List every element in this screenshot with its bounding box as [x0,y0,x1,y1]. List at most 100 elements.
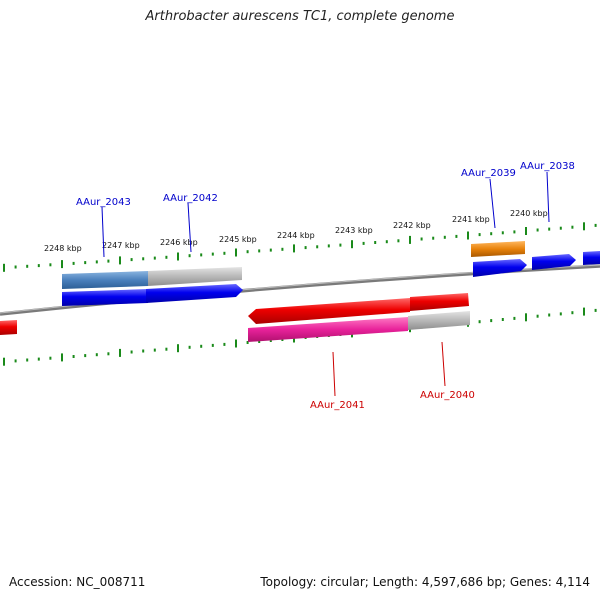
outer-ring-minor-tick [559,226,562,230]
scale-label-2243: 2243 kbp [335,226,373,235]
inner-ring-minor-tick [130,350,133,354]
gene-aaur-2042-arrow[interactable] [146,284,243,303]
feature-block-steel[interactable] [62,271,148,289]
feature-block-orange[interactable] [471,241,525,257]
gene-labels: AAur_2043 AAur_2042 AAur_2039 AAur_2038 … [76,161,575,411]
scale-label-2240: 2240 kbp [510,209,548,218]
inner-ring-minor-tick [107,352,110,356]
outer-ring-minor-tick [513,230,516,234]
feature-block-grey[interactable] [148,267,242,286]
inner-ring-minor-tick [269,339,272,342]
outer-ring-minor-tick [594,223,597,227]
outer-ring-minor-tick [165,255,168,259]
genome-summary-text: Topology: circular; Length: 4,597,686 bp… [260,575,590,589]
inner-ring-minor-tick [153,348,156,352]
accession-text: Accession: NC_008711 [9,575,146,589]
inner-ring-minor-tick [188,345,191,349]
gene-aaur-2043-arrow[interactable] [62,289,148,306]
inner-ring-minor-tick [246,341,249,344]
scale-label-2244: 2244 kbp [277,231,315,240]
label-aaur-2043[interactable]: AAur_2043 [76,197,131,208]
feature-block-pink[interactable] [248,317,408,342]
outer-ring-minor-tick [49,263,52,267]
leader-aaur-2039 [489,178,496,229]
leader-aaur-2042 [187,202,192,253]
feature-block-grey-reverse[interactable] [408,311,470,330]
gene-aaur-2041-arrow[interactable] [248,298,410,324]
outer-ring-minor-tick [258,249,261,253]
outer-ring-minor-tick [327,244,330,248]
outer-ring-major-tick [3,263,5,272]
inner-ring-minor-tick [490,319,493,323]
inner-ring-major-tick [119,348,121,357]
outer-ring-minor-tick [548,227,551,231]
inner-ring-minor-tick [559,312,562,316]
gene-aaur-2040-arrow[interactable] [410,293,469,311]
label-aaur-2041[interactable]: AAur_2041 [310,400,365,411]
outer-ring-minor-tick [397,239,400,243]
outer-ring-minor-tick [362,241,365,245]
outer-ring-major-tick [235,248,237,257]
inner-ring-minor-tick [478,320,481,324]
inner-ring-minor-tick [37,357,40,361]
scale-label-2241: 2241 kbp [452,215,490,224]
outer-ring-major-tick [177,252,179,261]
figure-title: Arthrobacter aurescens TC1, complete gen… [145,9,455,24]
outer-ring-minor-tick [571,225,574,229]
outer-ring-minor-tick [501,231,504,235]
outer-ring-major-tick [583,222,585,231]
outer-ring-major-tick [61,260,63,269]
inner-ring-minor-tick [258,340,261,343]
inner-ring-minor-tick [95,353,98,357]
inner-ring-major-tick [235,339,237,348]
label-aaur-2040[interactable]: AAur_2040 [420,390,475,401]
scale-label-2245: 2245 kbp [219,235,257,244]
inner-ring-minor-tick [211,343,214,347]
outer-ring-minor-tick [26,264,29,268]
outer-ring-major-tick [119,256,121,265]
inner-ring-minor-tick [513,316,516,320]
reverse-gene-track [0,293,469,335]
label-aaur-2042[interactable]: AAur_2042 [163,193,218,204]
outer-ring-minor-tick [72,261,75,265]
outer-ring-minor-tick [14,265,17,269]
outer-ring-minor-tick [142,257,145,261]
label-aaur-2038[interactable]: AAur_2038 [520,161,575,172]
reverse-feature-track [248,311,470,342]
inner-ring-minor-tick [594,308,597,312]
inner-ring-minor-tick [165,347,168,351]
label-aaur-2039[interactable]: AAur_2039 [461,168,516,179]
inner-ring-minor-tick [84,354,87,358]
leader-aaur-2038 [546,171,550,223]
scale-labels: 2248 kbp 2247 kbp 2246 kbp 2245 kbp 2244… [44,209,548,253]
inner-ring-minor-tick [223,342,226,346]
inner-ring-minor-tick [200,344,203,348]
inner-ring-minor-tick [536,314,539,318]
gene-partial-left-arrow[interactable] [0,320,17,335]
scale-label-2247: 2247 kbp [102,241,140,250]
inner-ring-minor-tick [548,313,551,317]
outer-ring-minor-tick [211,252,214,256]
inner-ring-major-tick [177,344,179,353]
gene-partial-right-arrow[interactable] [583,251,600,265]
outer-ring-major-tick [467,231,469,240]
outer-ring-minor-tick [223,251,226,255]
gene-aaur-2039-arrow[interactable] [473,259,527,277]
outer-ring-minor-tick [385,240,388,244]
outer-ring-minor-tick [130,258,133,262]
inner-ring-major-tick [525,313,527,322]
outer-ring-minor-tick [304,246,307,250]
forward-gene-track [62,251,600,306]
outer-tick-ring [3,222,597,272]
outer-ring-major-tick [525,227,527,235]
outer-ring-minor-tick [37,264,40,268]
outer-ring-minor-tick [536,228,539,232]
gene-aaur-2038-arrow[interactable] [532,254,576,270]
outer-ring-minor-tick [107,259,110,263]
outer-ring-minor-tick [420,237,423,241]
outer-ring-minor-tick [490,232,493,236]
leader-aaur-2041 [332,351,336,397]
leader-aaur-2040 [441,341,446,387]
